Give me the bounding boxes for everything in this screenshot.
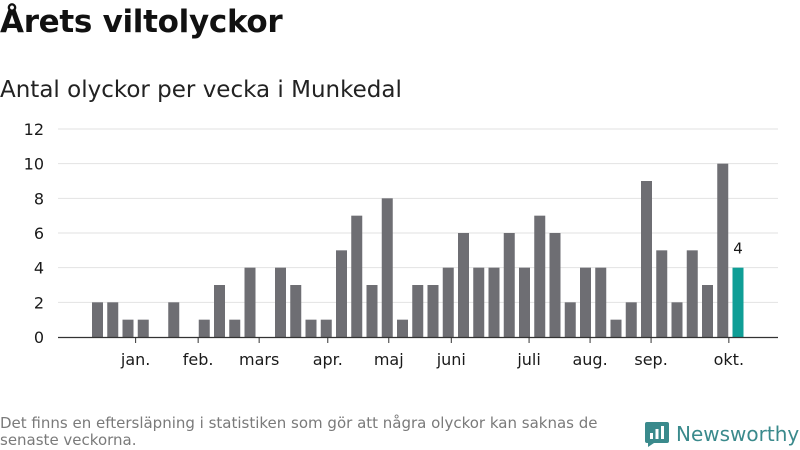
- x-axis-ticks: jan. feb. mars apr. maj juni juli aug. sep. okt.: [120, 337, 744, 369]
- bar-v29: [519, 267, 530, 337]
- bar-v4: [137, 319, 149, 337]
- bar-v33: [580, 267, 591, 337]
- x-tick-label-juni: juni: [436, 350, 466, 369]
- bar-chart: 0 2 4 6 8 10 12 4 jan. feb. mars apr. maj juni juli a…: [24, 120, 778, 369]
- chart-title: Årets viltolyckor: [0, 4, 283, 40]
- bar-v1: [92, 302, 103, 337]
- y-tick-label-6: 6: [34, 224, 44, 243]
- data-label-last: 4: [733, 240, 743, 258]
- bar-v25: [458, 233, 469, 337]
- bar-v2: [107, 302, 119, 337]
- bar-v21: [397, 319, 408, 337]
- bar-v40: [686, 250, 698, 337]
- bar-v9: [214, 285, 225, 337]
- grid-lines: [58, 128, 778, 303]
- y-tick-label-8: 8: [34, 189, 44, 208]
- footnote: Det finns en eftersläpning i statistiken…: [0, 414, 598, 449]
- bar-v34: [595, 267, 607, 337]
- bar-v15: [305, 319, 317, 337]
- bar-v38: [656, 250, 668, 337]
- bar-v32: [564, 302, 576, 337]
- brand-logo[interactable]: Newsworthy: [644, 419, 799, 449]
- data-labels: 4: [733, 240, 743, 258]
- bar-v8: [198, 319, 210, 337]
- x-tick-label-sep.: sep.: [634, 350, 667, 369]
- x-tick-label-mars: mars: [239, 350, 279, 369]
- bars: [92, 163, 744, 337]
- bar-v37: [641, 181, 652, 337]
- bar-v30: [534, 215, 546, 337]
- y-tick-label-10: 10: [24, 155, 44, 174]
- bar-v6: [168, 302, 180, 337]
- bar-v41: [702, 285, 713, 337]
- chart-subtitle: Antal olyckor per vecka i Munkedal: [0, 77, 402, 103]
- y-tick-label-4: 4: [34, 259, 44, 278]
- x-tick-label-okt.: okt.: [714, 350, 744, 369]
- y-tick-label-0: 0: [34, 328, 44, 347]
- bar-v27: [488, 267, 500, 337]
- x-tick-label-feb.: feb.: [183, 350, 214, 369]
- bar-v31: [549, 233, 561, 337]
- bar-v24: [442, 267, 454, 337]
- bar-v13: [275, 267, 286, 337]
- newsworthy-logo-icon: [645, 422, 669, 447]
- bar-v14: [290, 285, 302, 337]
- bar-v18: [351, 215, 363, 337]
- bar-v19: [366, 285, 378, 337]
- bar-v23: [427, 285, 439, 337]
- y-tick-label-2: 2: [34, 293, 44, 312]
- bar-v39: [671, 302, 683, 337]
- brand-name: Newsworthy: [676, 422, 800, 446]
- bar-v20: [381, 198, 393, 337]
- x-tick-label-juli: juli: [516, 350, 540, 369]
- bar-v42: [717, 163, 729, 337]
- bar-v3: [122, 319, 134, 337]
- bar-v28: [503, 233, 515, 337]
- y-axis-ticks: 0 2 4 6 8 10 12: [24, 120, 44, 347]
- bar-v35: [610, 319, 622, 337]
- bar-v26: [473, 267, 485, 337]
- bar-v43: [732, 267, 744, 337]
- x-tick-label-jan.: jan.: [120, 350, 150, 369]
- bar-v16: [320, 319, 332, 337]
- bar-v22: [412, 285, 424, 337]
- bar-v11: [244, 267, 256, 337]
- bar-v10: [229, 319, 241, 337]
- x-tick-label-apr.: apr.: [313, 350, 343, 369]
- y-tick-label-12: 12: [24, 120, 44, 139]
- bar-v17: [336, 250, 347, 337]
- bar-v36: [625, 302, 637, 337]
- x-tick-label-aug.: aug.: [572, 350, 607, 369]
- x-tick-label-maj: maj: [374, 350, 404, 369]
